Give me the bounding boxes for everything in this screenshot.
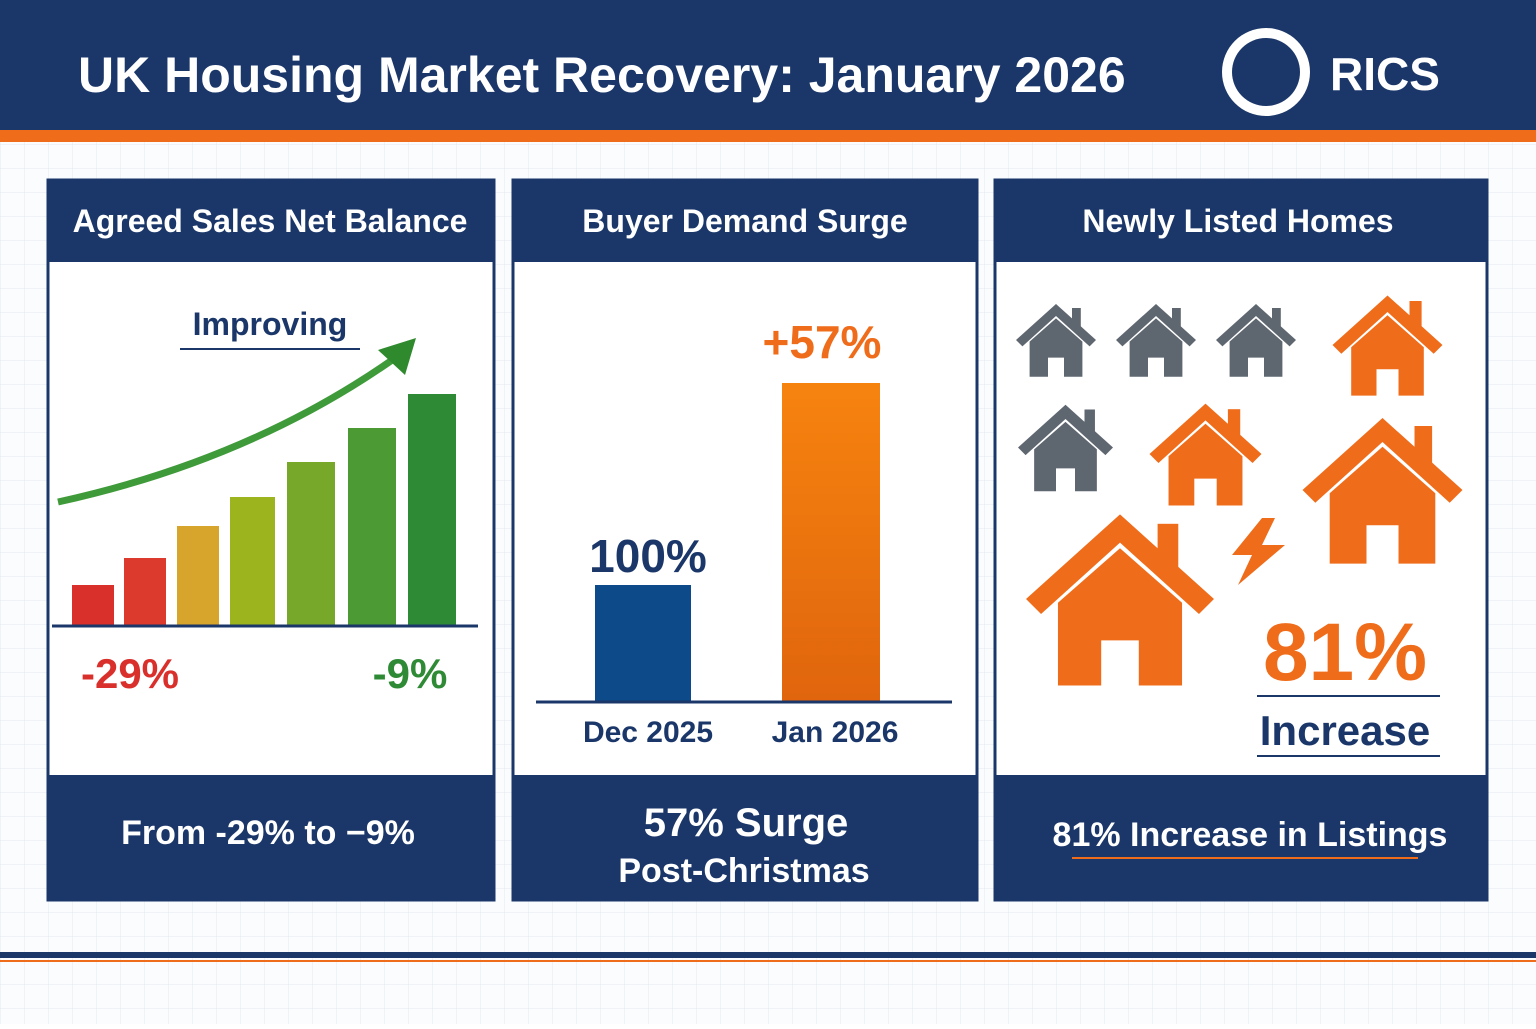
houses [1016, 295, 1463, 686]
footer-rule [0, 952, 1536, 958]
footer-text: From -29% to −9% [121, 814, 415, 852]
panel-footer [48, 775, 494, 900]
trend-bar [72, 585, 114, 626]
logo-emblem-inner [1232, 38, 1300, 106]
end-label: -9% [373, 650, 448, 697]
bar-category: Jan 2026 [772, 716, 899, 749]
trend-bar [124, 558, 166, 626]
footer-text: Post-Christmas [618, 852, 869, 890]
page-title: UK Housing Market Recovery: January 2026 [78, 47, 1126, 103]
panel-footer [513, 775, 977, 900]
logo-text: RICS [1330, 48, 1440, 100]
bar-label: 100% [589, 530, 707, 582]
footer-rule-accent [0, 960, 1536, 962]
trend-label: Improving [193, 306, 348, 342]
panel-header [513, 180, 977, 262]
header-stripe [0, 130, 1536, 142]
bar-category: Dec 2025 [583, 716, 713, 749]
figure-caption: Increase [1260, 707, 1430, 754]
headline-figure: 81% [1263, 607, 1427, 698]
trend-bar [408, 394, 456, 626]
trend-bars [72, 394, 456, 626]
panel-title: Agreed Sales Net Balance [73, 203, 468, 239]
panel-header [995, 180, 1487, 262]
footer-text: 57% Surge [644, 801, 849, 845]
start-label: -29% [81, 650, 179, 697]
demand-bar [782, 383, 880, 702]
arrow-head [378, 338, 416, 375]
panel-title: Buyer Demand Surge [582, 203, 907, 239]
bolt-icon [1232, 518, 1285, 585]
demand-bar [595, 585, 691, 702]
panel-header [48, 180, 494, 262]
trend-arrow [57, 355, 398, 506]
trend-bar [287, 462, 335, 626]
footer-text: 81% Increase in Listings [1053, 816, 1448, 854]
trend-bar [348, 428, 396, 626]
bar-label: +57% [763, 316, 882, 368]
panel-footer [995, 775, 1487, 900]
panel-title: Newly Listed Homes [1082, 203, 1393, 239]
trend-bar [177, 526, 219, 626]
trend-bar [230, 497, 275, 626]
